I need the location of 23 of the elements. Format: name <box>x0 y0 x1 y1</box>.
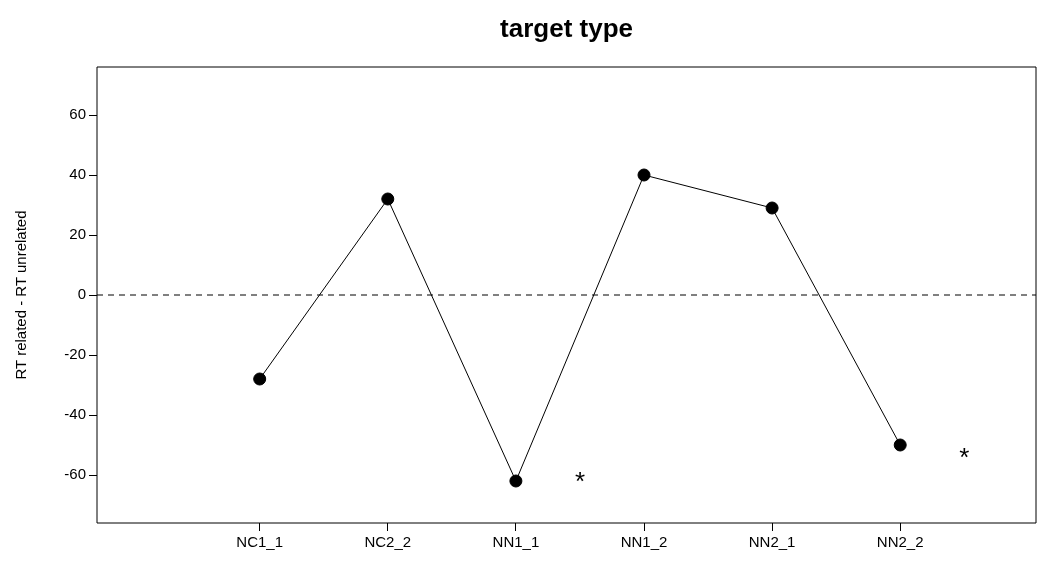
point <box>253 372 267 386</box>
y-tick-label: 60 <box>69 105 86 123</box>
point <box>765 201 779 215</box>
chart-title: target type <box>500 13 633 44</box>
y-tick-label: 40 <box>69 165 86 183</box>
x-tick-label: NN2_2 <box>876 533 924 551</box>
annotation: * <box>959 442 970 473</box>
point <box>893 438 907 452</box>
x-tick-label: NN1_1 <box>492 533 540 551</box>
y-tick-label: -20 <box>64 345 86 363</box>
y-tick-label: -60 <box>64 465 86 483</box>
y-tick-label: -40 <box>64 405 86 423</box>
y-tick-label: 0 <box>77 285 86 303</box>
x-tick-label: NC2_2 <box>364 533 412 551</box>
y-axis-title: RT related - RT unrelated <box>12 210 30 380</box>
point <box>509 474 523 488</box>
point <box>381 192 395 206</box>
point <box>637 168 651 182</box>
x-tick-label: NN2_1 <box>748 533 796 551</box>
x-tick-label: NN1_2 <box>620 533 668 551</box>
y-tick-label: 20 <box>69 225 86 243</box>
x-tick-label: NC1_1 <box>236 533 284 551</box>
annotation: * <box>574 466 586 497</box>
